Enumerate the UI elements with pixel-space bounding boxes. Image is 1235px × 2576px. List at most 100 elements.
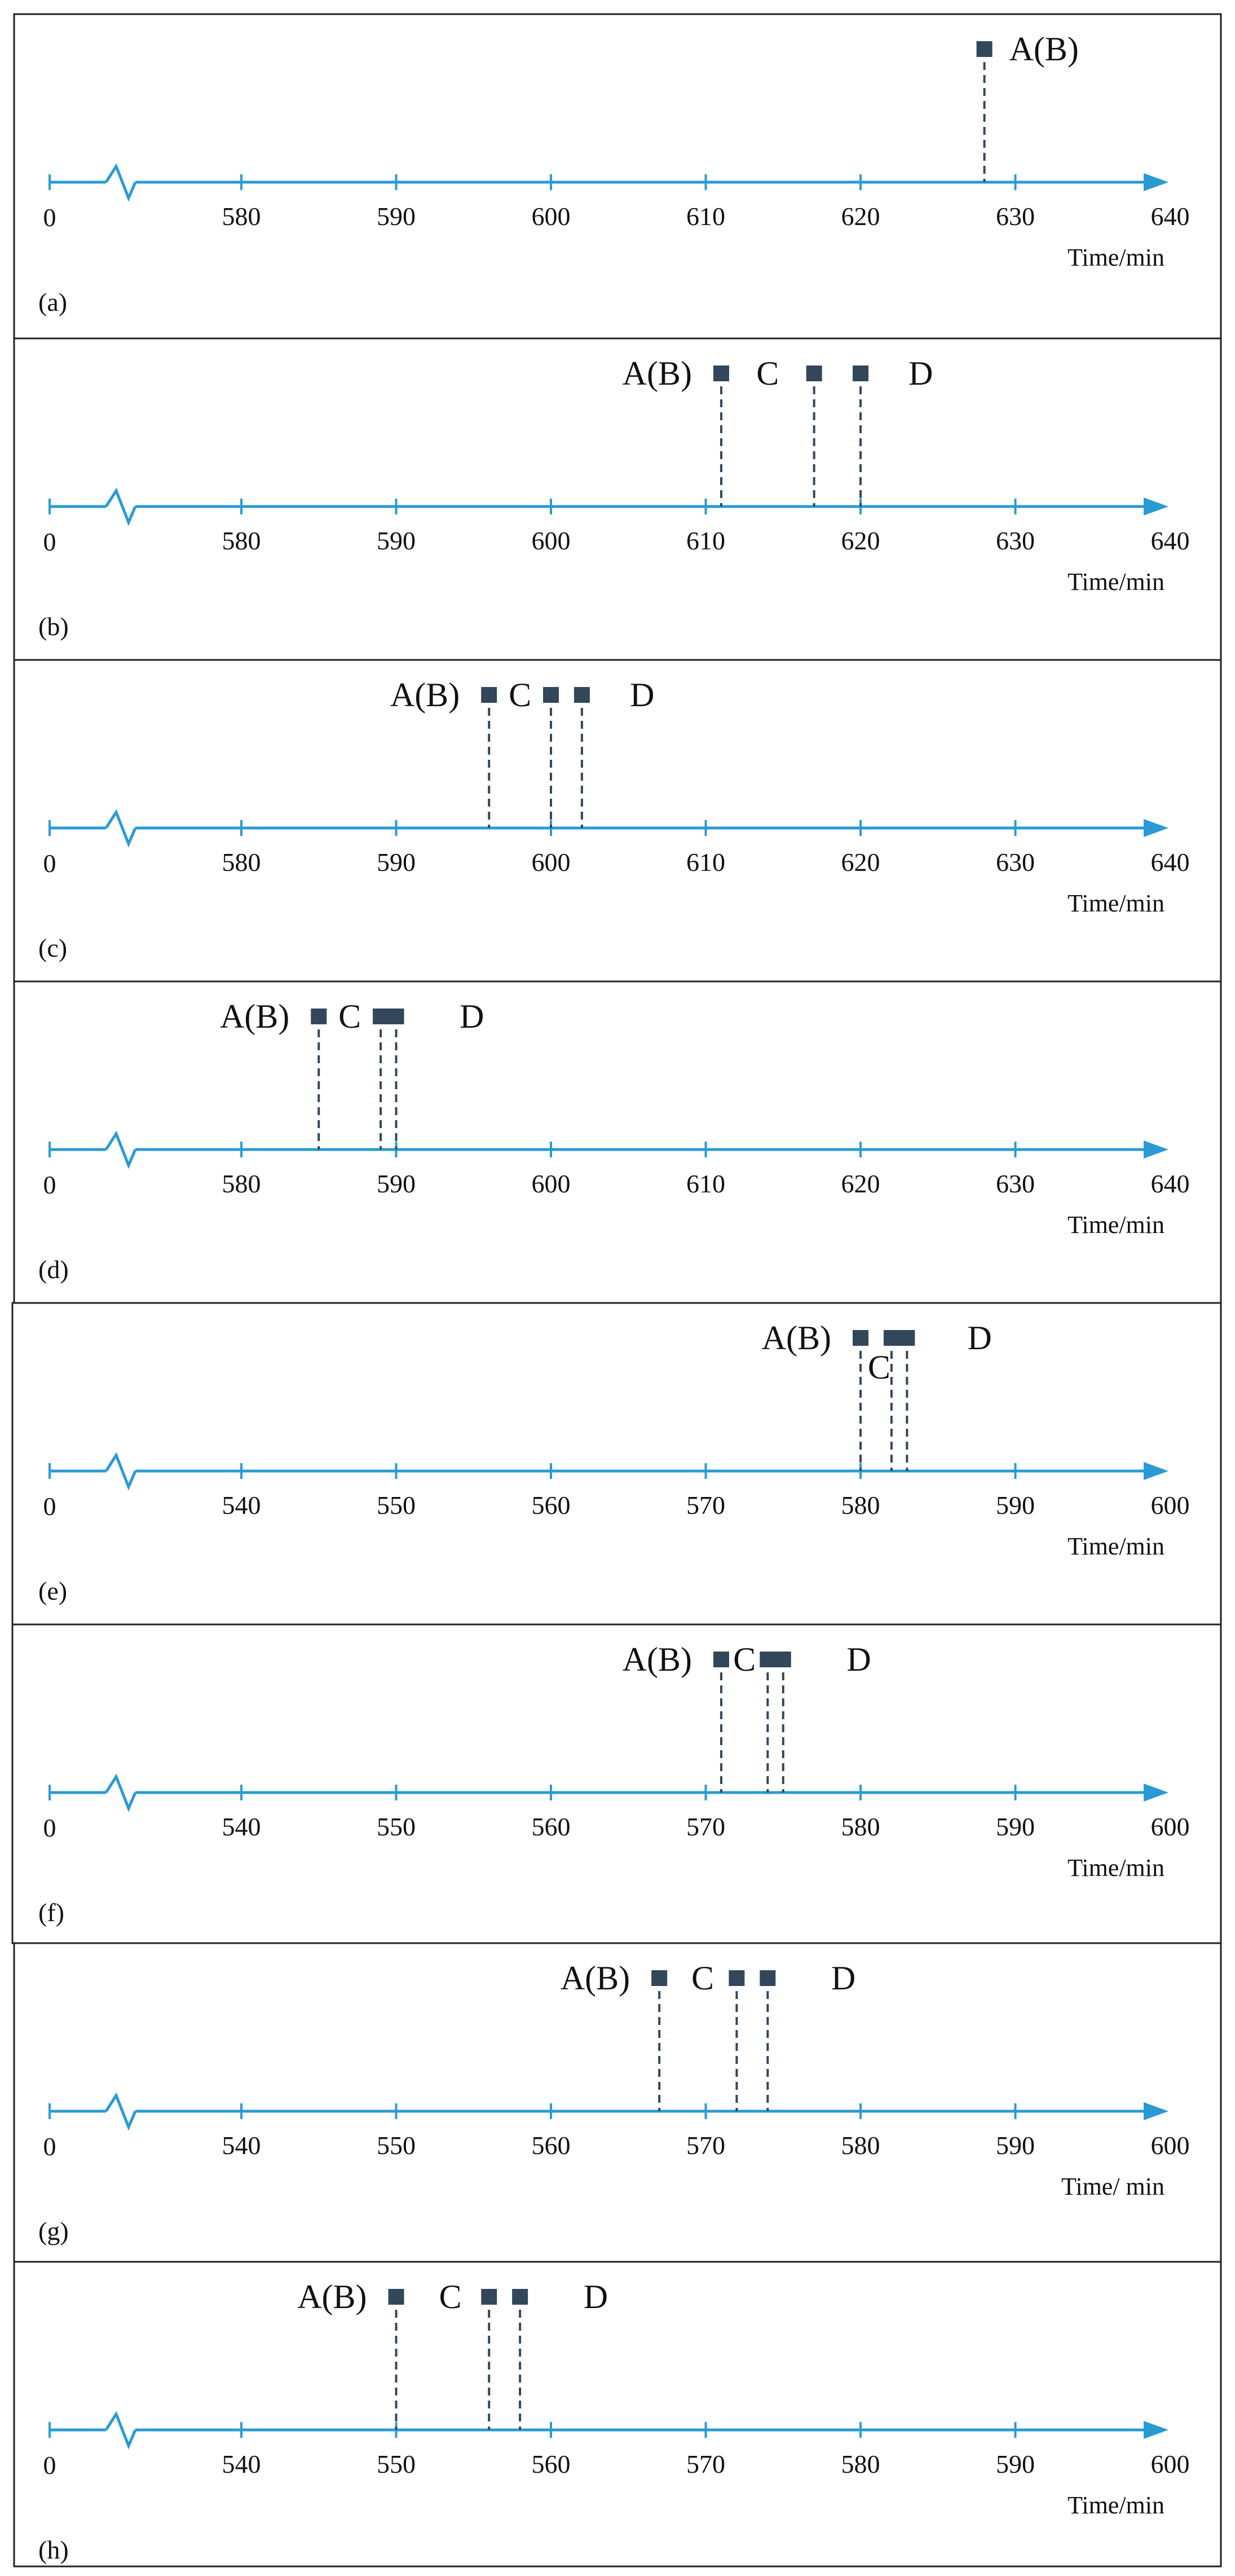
timeline-panel-f: 0 540 550 560 570 580 590 600 Time/min (f) A(B) C D (11, 1623, 1222, 1944)
tick-label: 610 (686, 848, 725, 877)
origin-label: 0 (43, 1492, 56, 1521)
tick-label: 620 (841, 202, 880, 231)
tick-label: 590 (996, 1491, 1035, 1520)
axis-unit-label: Time/min (1068, 1533, 1165, 1560)
tick-label: 600 (1151, 2450, 1190, 2478)
origin-label: 0 (43, 1813, 56, 1842)
tick-label: 560 (532, 2131, 571, 2160)
square-marker-icon (388, 2289, 404, 2305)
tick-label: 610 (686, 202, 725, 231)
tick-label: 610 (686, 526, 725, 555)
square-marker-icon (373, 1009, 389, 1024)
timeline-panel-b: 0 580 590 600 610 620 630 640 Time/min (b) A(B) C D (13, 337, 1222, 661)
square-marker-icon (388, 1009, 404, 1024)
panel-border (13, 980, 1222, 1304)
square-marker-icon (760, 1652, 776, 1667)
tick-label: 590 (996, 2450, 1035, 2478)
tick-label: 590 (377, 202, 416, 231)
zigzag-break-icon (104, 487, 137, 526)
origin-label: 0 (43, 2451, 56, 2480)
tick-label: 580 (841, 2450, 880, 2478)
tick-label: 640 (1151, 1169, 1190, 1198)
tick-label: 600 (532, 848, 571, 877)
square-marker-icon (976, 41, 993, 57)
tick-label: 630 (996, 1169, 1035, 1198)
axis-unit-label: Time/min (1068, 2491, 1165, 2519)
zigzag-break-icon (104, 163, 137, 202)
tick-label: 580 (841, 2131, 880, 2160)
timeline-panel-h: 0 540 550 560 570 580 590 600 Time/min (h) A(B) C D (13, 2261, 1222, 2568)
tick-label: 630 (996, 848, 1035, 877)
tick-label: 640 (1151, 848, 1190, 877)
arrow-head-icon (1144, 2102, 1168, 2120)
panel-label: (c) (38, 933, 67, 962)
square-marker-icon (713, 366, 729, 381)
axis-unit-label: Time/min (1068, 1211, 1165, 1239)
square-marker-icon (311, 1009, 327, 1024)
origin-label: 0 (43, 2132, 56, 2161)
tick-label: 620 (841, 526, 880, 555)
axis-unit-label: Time/min (1068, 1854, 1165, 1882)
tick-label: 560 (532, 2450, 571, 2478)
square-marker-icon (853, 1330, 868, 1346)
tick-label: 630 (996, 202, 1035, 231)
tick-label: 540 (222, 1491, 261, 1520)
origin-label: 0 (43, 527, 56, 556)
tick-label: 540 (222, 2450, 261, 2478)
square-marker-icon (883, 1330, 899, 1346)
tick-label: 550 (377, 1812, 416, 1841)
tick-label: 590 (996, 2131, 1035, 2160)
tick-label: 570 (686, 1812, 725, 1841)
tick-label: 570 (686, 2131, 725, 2160)
tick-label: 560 (532, 1491, 571, 1520)
timeline-panel-a: 0 580 590 600 610 620 630 640 Time/min (a) A(B) (13, 13, 1222, 340)
event-label: A(B) (1009, 30, 1079, 68)
event-label: A(B) (297, 2278, 367, 2315)
timeline-panel-e: 0 540 550 560 570 580 590 600 Time/min (e) A(B) C D (11, 1302, 1222, 1626)
panel-label: (f) (38, 1898, 64, 1927)
square-marker-icon (512, 2289, 528, 2305)
event-label: D (908, 355, 933, 392)
event-label: A(B) (390, 676, 460, 714)
tick-label: 600 (1151, 1491, 1190, 1520)
tick-label: 580 (222, 202, 261, 231)
tick-label: 560 (532, 1812, 571, 1841)
arrow-head-icon (1144, 1141, 1168, 1159)
square-marker-icon (853, 366, 868, 381)
tick-label: 540 (222, 1812, 261, 1841)
tick-label: 570 (686, 1491, 725, 1520)
axis-unit-label: Time/min (1068, 890, 1165, 917)
tick-label: 640 (1151, 526, 1190, 555)
event-label: D (460, 998, 484, 1035)
arrow-head-icon (1144, 1462, 1168, 1480)
tick-label: 600 (532, 202, 571, 231)
event-label: C (756, 355, 779, 392)
panel-label: (b) (38, 612, 69, 641)
origin-label: 0 (43, 1170, 56, 1199)
square-marker-icon (481, 2289, 497, 2305)
zigzag-break-icon (104, 1773, 137, 1812)
zigzag-break-icon (104, 1130, 137, 1169)
tick-label: 590 (377, 1169, 416, 1198)
zigzag-break-icon (104, 2092, 137, 2131)
event-label: D (630, 676, 654, 714)
square-marker-icon (775, 1652, 791, 1667)
timeline-panel-d: 0 580 590 600 610 620 630 640 Time/min (d) A(B) C D (13, 980, 1222, 1304)
zigzag-break-icon (104, 2411, 137, 2450)
tick-label: 610 (686, 1169, 725, 1198)
tick-label: 590 (996, 1812, 1035, 1841)
event-label: A(B) (220, 998, 289, 1035)
timeline-panel-g: 0 540 550 560 570 580 590 600 Time/ min (g) A(B) C D (13, 1942, 1222, 2263)
tick-label: 640 (1151, 202, 1190, 231)
tick-label: 630 (996, 526, 1035, 555)
event-label: D (831, 1959, 855, 1997)
event-label: D (967, 1319, 991, 1357)
zigzag-break-icon (104, 809, 137, 848)
square-marker-icon (729, 1970, 745, 1986)
panel-border (11, 1623, 1222, 1944)
timeline-panel-c: 0 580 590 600 610 620 630 640 Time/min (c) A(B) C D (13, 659, 1222, 983)
axis-unit-label: Time/min (1068, 568, 1165, 596)
panel-border (11, 1302, 1222, 1626)
zigzag-break-icon (104, 1452, 137, 1491)
